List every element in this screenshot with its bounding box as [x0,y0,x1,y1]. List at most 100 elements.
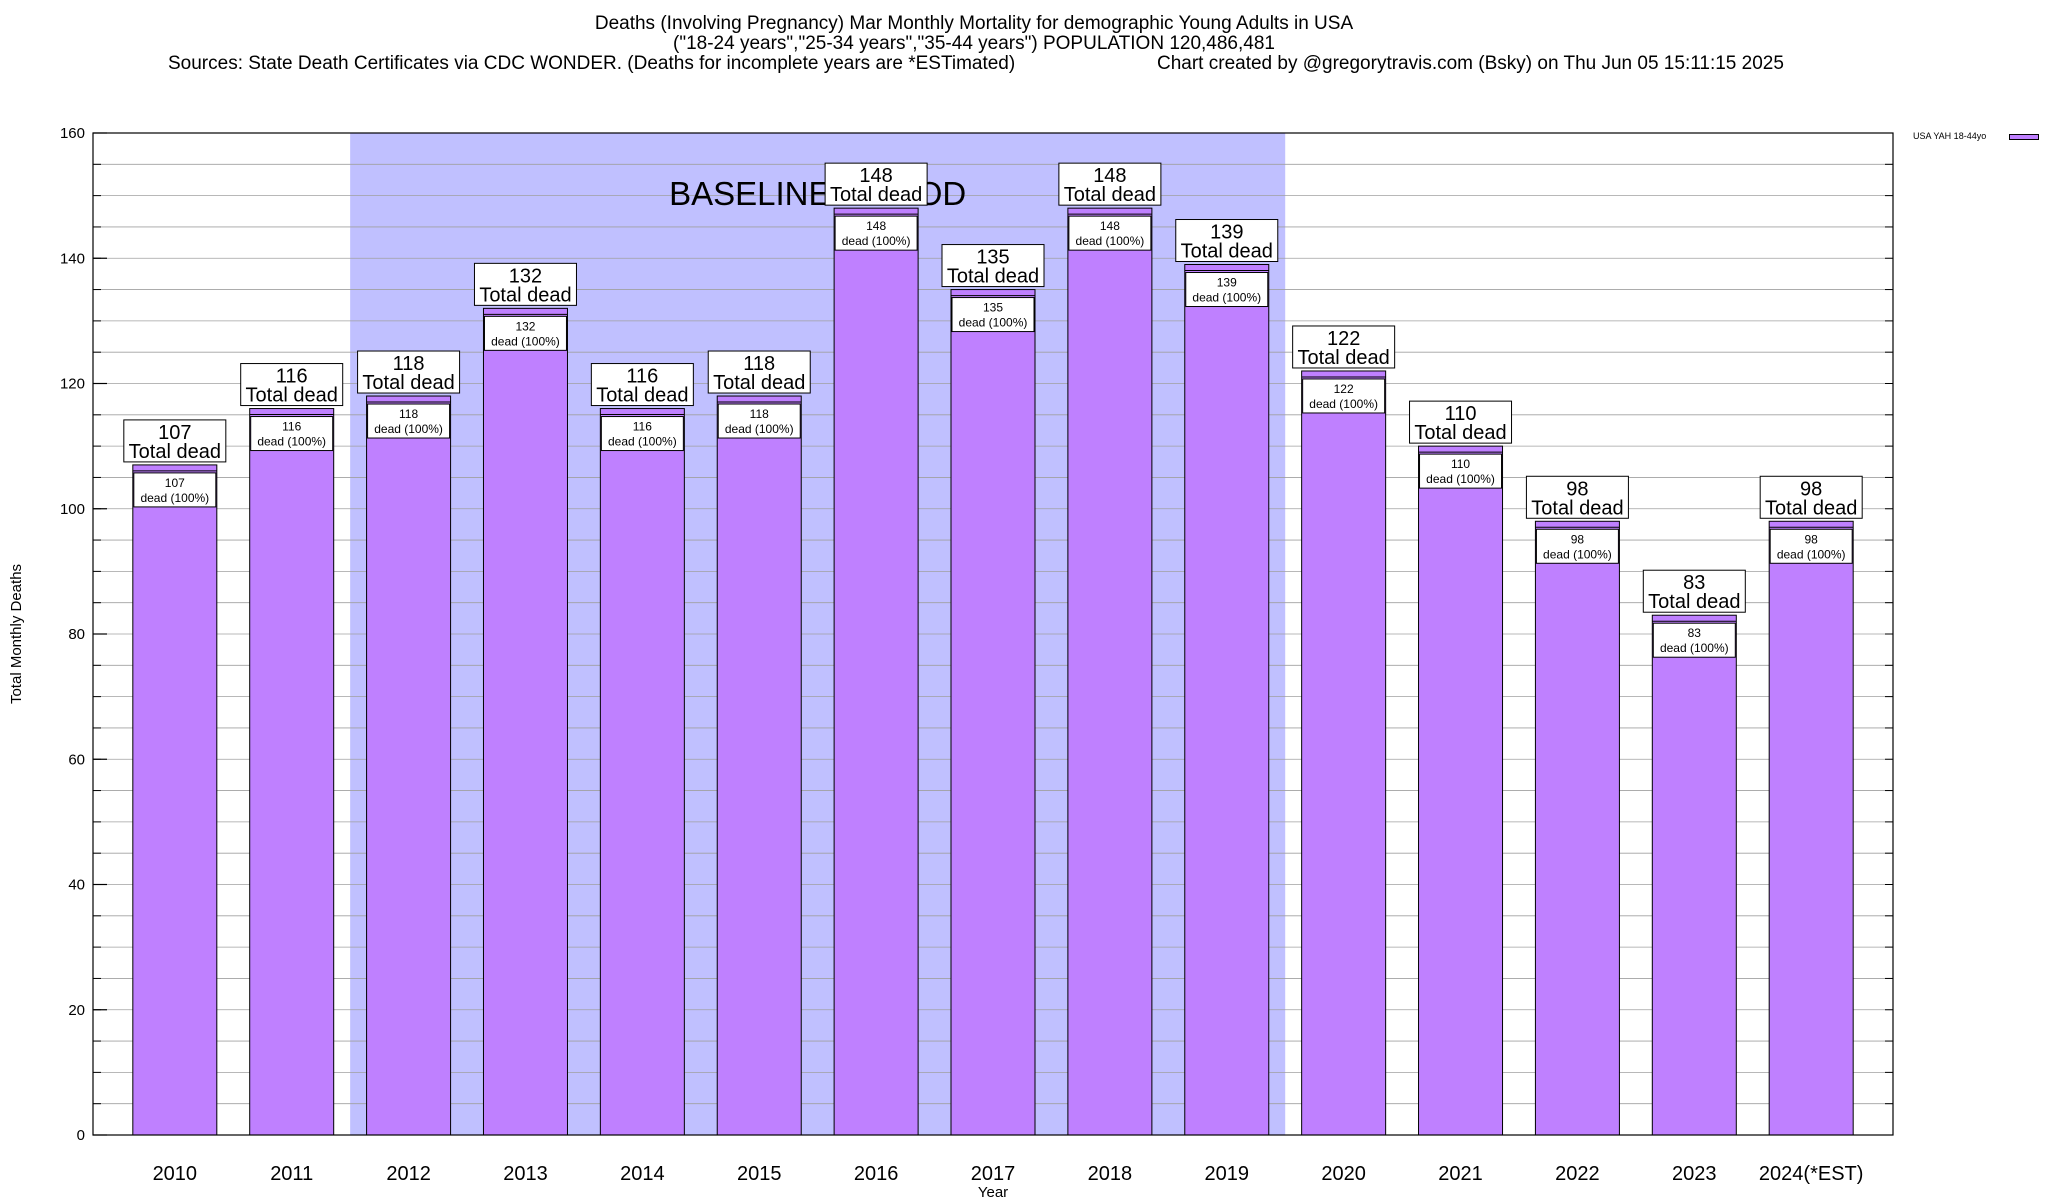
inner-label-box [367,403,451,439]
inner-label-box [1652,622,1736,658]
bar [249,408,335,1136]
inner-label-box [133,472,217,508]
total-label-box [357,350,461,394]
x-axis-title: Year [978,1184,1008,1200]
inner-dead-label: dead (100%) [1076,234,1145,248]
total-value-label: 118 [743,353,775,375]
inner-label-box [1535,528,1619,564]
total-dead-label: Total dead [246,385,338,407]
inner-label-box [600,416,684,452]
inner-dead-label: dead (100%) [1192,291,1261,305]
x-tick-label: 2013 [503,1163,548,1185]
inner-label-box [483,315,567,351]
inner-value-label: 118 [399,407,418,421]
bar [599,408,685,1136]
total-label-box [941,244,1045,288]
total-label-box [590,363,694,407]
inner-dead-label: dead (100%) [1309,397,1378,411]
x-tick-label: 2024(*EST) [1759,1163,1864,1185]
total-label-box [1525,475,1629,519]
total-dead-label: Total dead [1298,347,1390,369]
inner-value-label: 83 [1688,626,1702,640]
total-dead-label: Total dead [1414,422,1506,444]
bar [482,307,568,1136]
x-tick-label: 2023 [1672,1163,1717,1185]
inner-dead-label: dead (100%) [608,435,677,449]
inner-dead-label: dead (100%) [842,234,911,248]
inner-dead-label: dead (100%) [725,422,794,436]
x-tick-label: 2017 [971,1163,1016,1185]
inner-dead-label: dead (100%) [1426,472,1495,486]
legend-label: USA YAH 18-44yo [1913,131,1987,141]
inner-value-label: 122 [1334,382,1354,396]
bar [1067,207,1153,1136]
bar [366,395,452,1136]
x-tick-label: 2022 [1555,1163,1600,1185]
y-tick-label: 20 [68,1002,85,1019]
total-dead-label: Total dead [1531,497,1623,519]
total-label-box [473,262,577,306]
total-value-label: 83 [1683,572,1705,594]
total-value-label: 139 [1210,222,1243,244]
total-dead-label: Total dead [362,372,454,394]
total-value-label: 98 [1800,478,1822,500]
y-tick-label: 100 [60,501,85,518]
y-tick-label: 60 [68,751,85,768]
x-tick-label: 2016 [854,1163,899,1185]
total-dead-label: Total dead [1765,497,1857,519]
total-dead-label: Total dead [947,266,1039,288]
y-tick-label: 160 [60,125,85,142]
inner-value-label: 98 [1571,532,1585,546]
total-dead-label: Total dead [596,385,688,407]
bar [1301,370,1387,1136]
total-label-box [1759,475,1863,519]
x-tick-label: 2011 [270,1163,313,1185]
inner-value-label: 110 [1451,457,1470,471]
total-label-box [123,419,227,463]
chart-subtitle: ("18-24 years","25-34 years","35-44 year… [673,33,1275,54]
chart-title: Deaths (Involving Pregnancy) Mar Monthly… [594,13,1354,34]
inner-dead-label: dead (100%) [1660,641,1729,655]
total-label-box [824,162,928,206]
inner-label-box [250,416,334,452]
total-value-label: 116 [276,366,308,388]
bar [1184,264,1270,1136]
total-label-box [1292,325,1396,369]
legend-swatch [2009,134,2039,140]
bar [716,395,802,1136]
inner-label-box [1185,272,1269,308]
bar [950,289,1036,1136]
inner-dead-label: dead (100%) [491,334,560,348]
x-tick-label: 2012 [386,1163,431,1185]
total-label-box [1175,219,1279,263]
inner-label-box [1769,528,1853,564]
bar [132,464,218,1136]
total-label-box [1058,162,1162,206]
x-tick-label: 2010 [153,1163,198,1185]
inner-dead-label: dead (100%) [257,435,326,449]
total-value-label: 98 [1566,478,1588,500]
total-label-box [240,363,344,407]
chart-credit: Chart created by @gregorytravis.com (Bsk… [1157,53,1784,74]
inner-value-label: 148 [866,219,886,233]
inner-dead-label: dead (100%) [374,422,443,436]
y-tick-label: 80 [68,626,85,643]
x-tick-label: 2014 [620,1163,665,1185]
bar [1418,445,1504,1136]
inner-dead-label: dead (100%) [1543,547,1612,561]
total-label-box [1642,569,1746,613]
bar [1534,520,1620,1136]
total-value-label: 116 [626,366,658,388]
y-tick-label: 40 [68,877,85,894]
x-tick-label: 2018 [1088,1163,1133,1185]
inner-label-box [717,403,801,439]
bar [1651,614,1737,1136]
total-dead-label: Total dead [713,372,805,394]
inner-dead-label: dead (100%) [959,316,1028,330]
total-dead-label: Total dead [1648,591,1740,613]
inner-label-box [951,297,1035,333]
total-dead-label: Total dead [830,184,922,206]
bar [833,207,919,1136]
total-value-label: 148 [1093,165,1126,187]
